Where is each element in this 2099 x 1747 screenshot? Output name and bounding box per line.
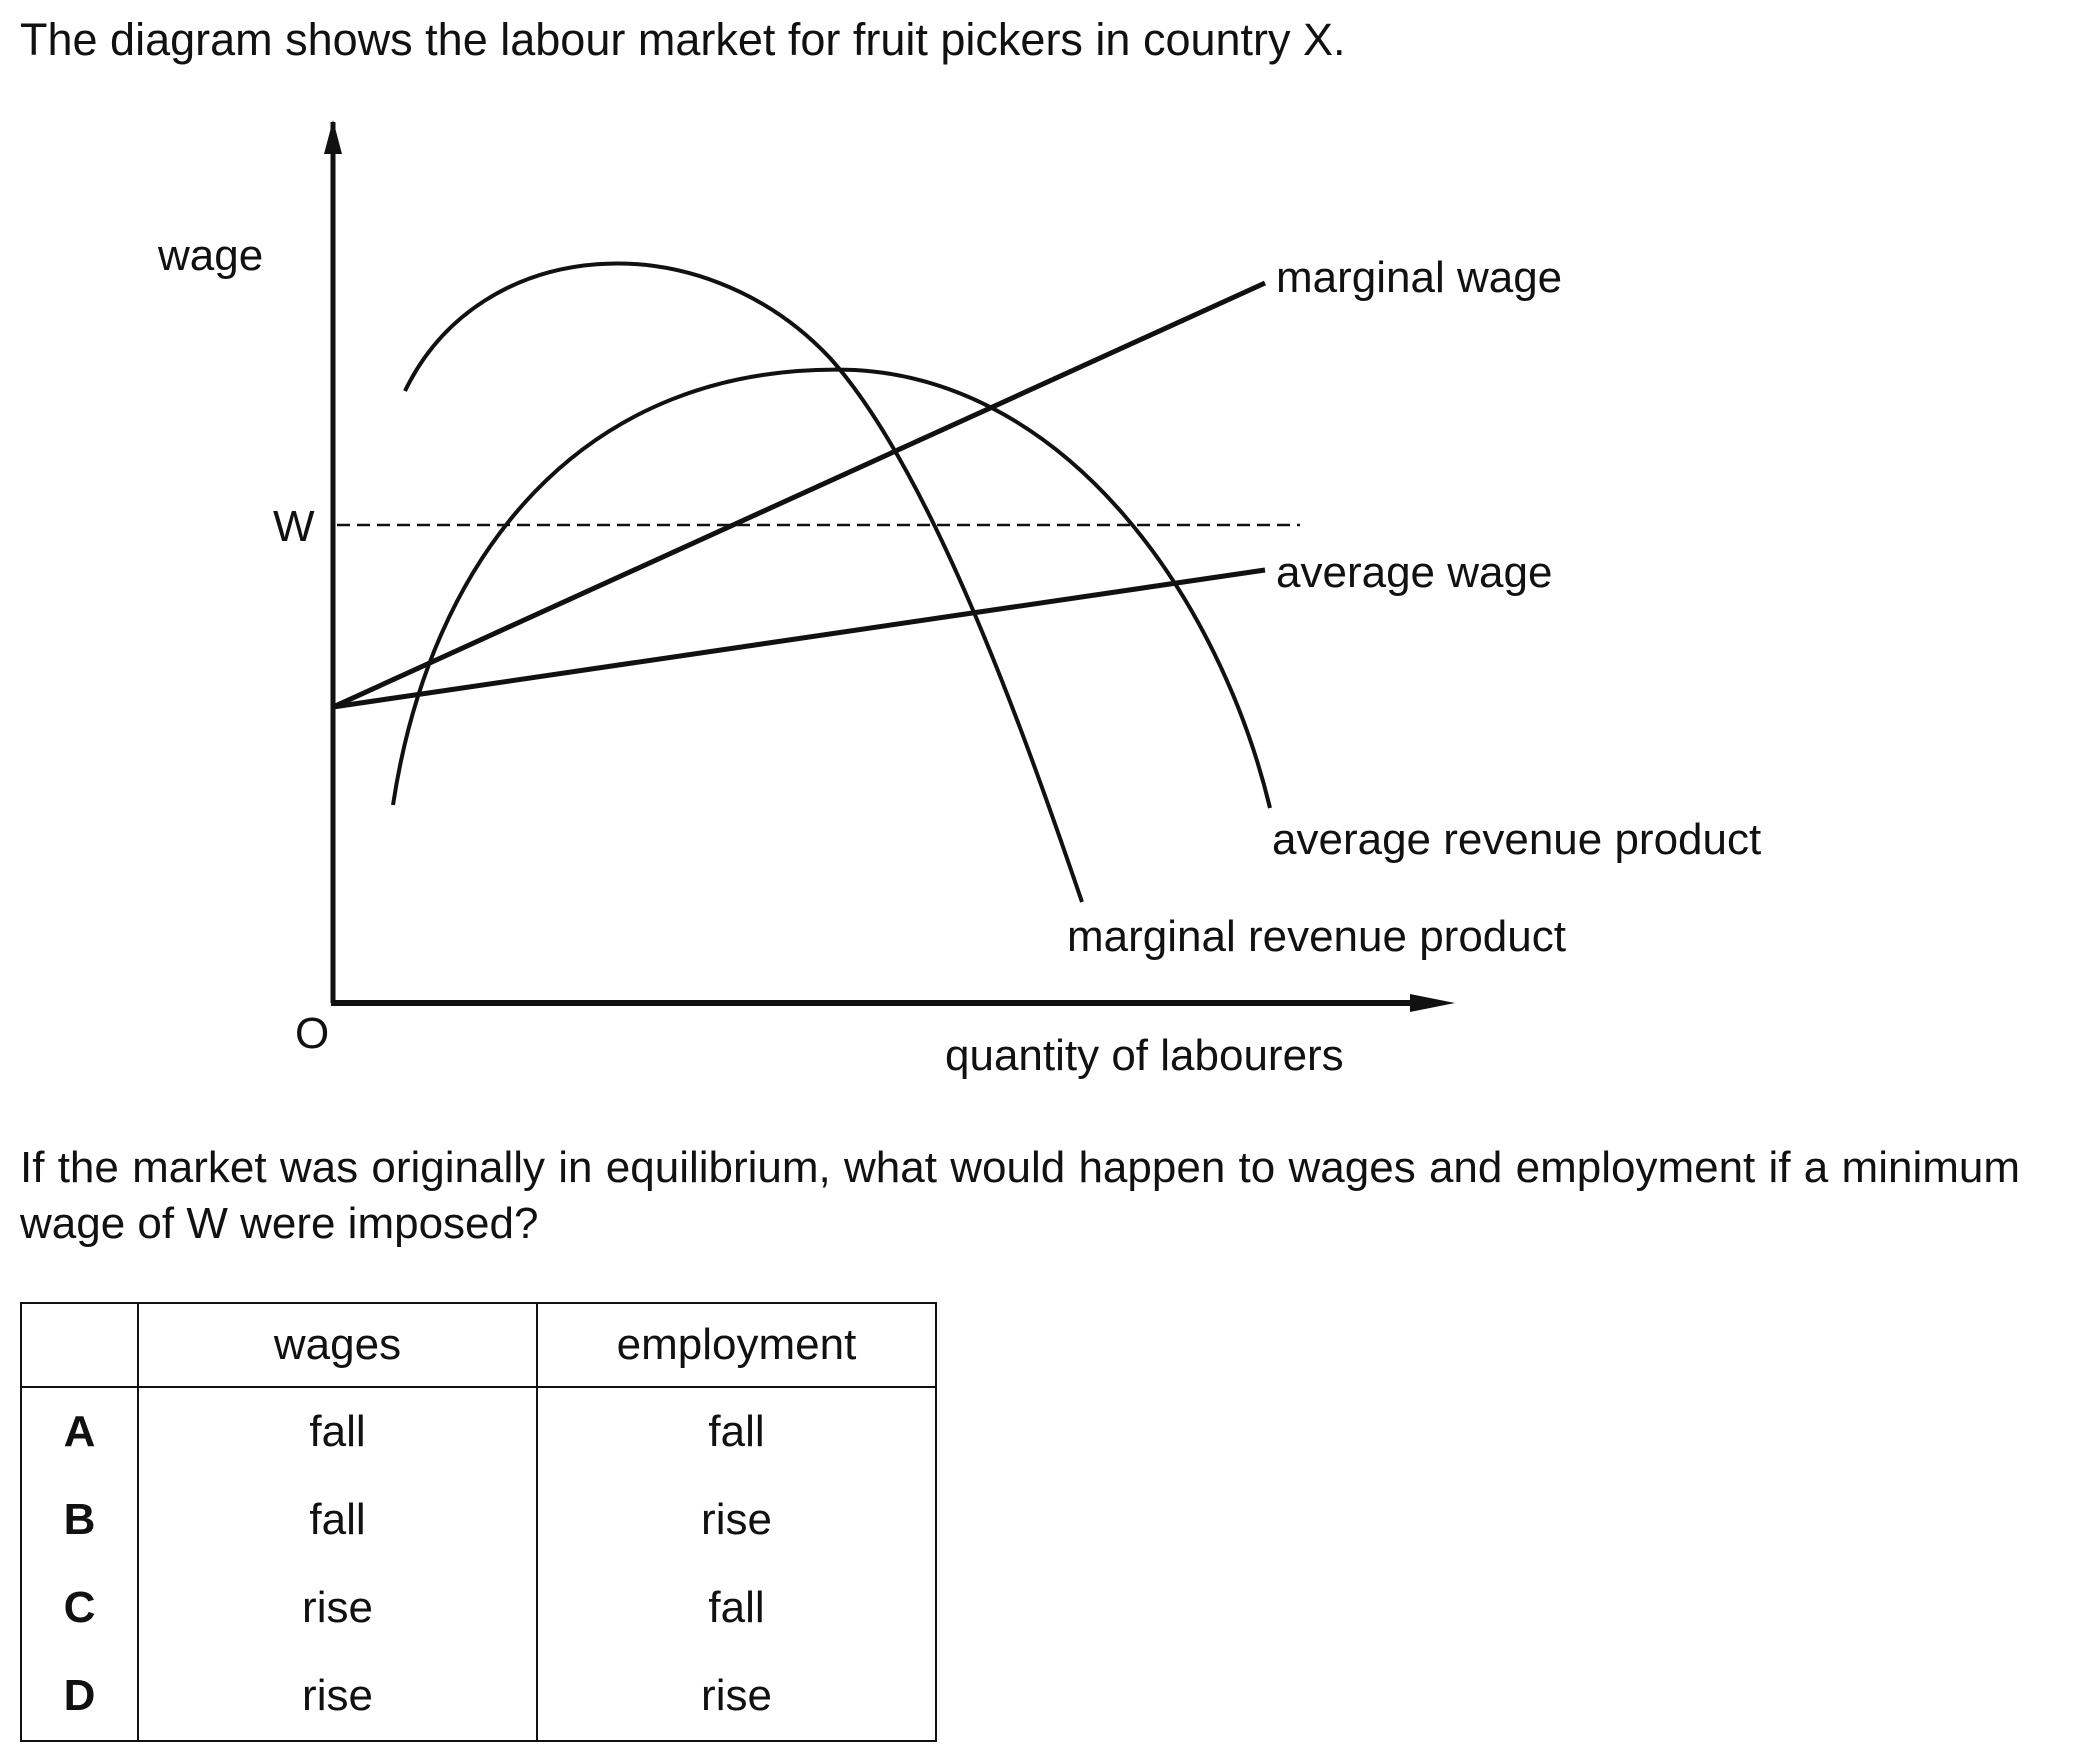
average-revenue-product-label: average revenue product — [1272, 815, 1761, 864]
option-wages: rise — [137, 1564, 538, 1652]
x-axis-arrowhead — [1410, 994, 1455, 1012]
y-axis-arrowhead — [324, 120, 342, 154]
answer-table: wages employment A fall fall B fall rise… — [20, 1302, 937, 1742]
table-row: D rise rise — [20, 1652, 937, 1742]
option-employment: rise — [536, 1476, 937, 1564]
option-employment: fall — [536, 1564, 937, 1652]
table-row: A fall fall — [20, 1387, 937, 1476]
marginal-revenue-product-label: marginal revenue product — [1067, 912, 1566, 961]
question-text: If the market was originally in equilibr… — [20, 1143, 2020, 1248]
y-axis-label: wage — [157, 231, 263, 280]
average-wage-label: average wage — [1276, 548, 1552, 597]
marginal-wage-curve — [331, 280, 1267, 710]
option-wages: fall — [137, 1387, 538, 1476]
option-key: D — [20, 1652, 139, 1742]
option-employment: rise — [536, 1652, 937, 1742]
x-axis-label: quantity of labourers — [945, 1031, 1344, 1080]
marginal-revenue-product-curve — [403, 261, 1084, 903]
table-header-row: wages employment — [20, 1302, 937, 1388]
option-wages: rise — [137, 1652, 538, 1742]
average-wage-curve — [332, 567, 1266, 710]
marginal-wage-label: marginal wage — [1276, 253, 1562, 302]
origin-label: O — [295, 1009, 329, 1058]
average-revenue-product-curve — [391, 367, 1272, 809]
table-header-employment: employment — [536, 1302, 937, 1388]
option-key: B — [20, 1476, 139, 1564]
table-header-key — [20, 1302, 139, 1388]
min-wage-label: W — [273, 502, 315, 551]
table-row: C rise fall — [20, 1564, 937, 1652]
labour-market-diagram: wage W O quantity of labourers marginal … — [157, 120, 1761, 1080]
option-key: C — [20, 1564, 139, 1652]
option-key: A — [20, 1387, 139, 1476]
option-wages: fall — [137, 1476, 538, 1564]
table-row: B fall rise — [20, 1476, 937, 1564]
intro-text: The diagram shows the labour market for … — [20, 14, 1346, 65]
option-employment: fall — [536, 1387, 937, 1476]
table-header-wages: wages — [137, 1302, 538, 1388]
